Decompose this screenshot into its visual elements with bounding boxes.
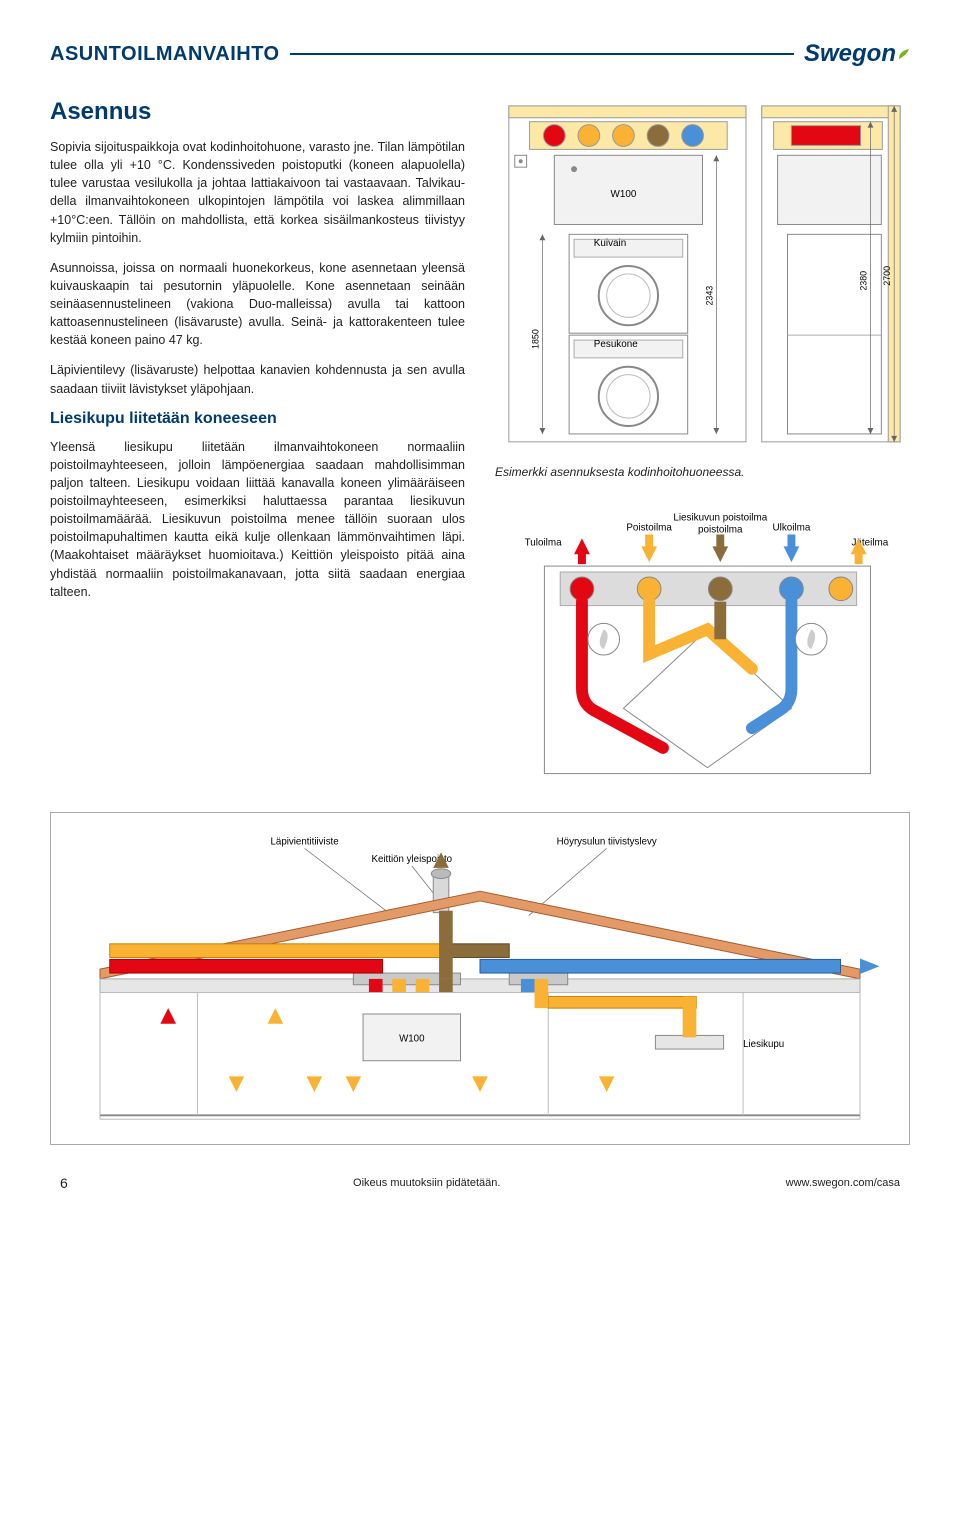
svg-text:W100: W100 xyxy=(399,1033,425,1044)
install-diagram: W100 Kuivain Pesukone 1850 xyxy=(495,98,910,454)
svg-text:Liesikupu: Liesikupu xyxy=(743,1039,784,1050)
svg-text:Liesikuvun poistoilma: Liesikuvun poistoilma xyxy=(673,512,767,523)
svg-text:2380: 2380 xyxy=(859,271,869,291)
svg-text:2700: 2700 xyxy=(882,266,892,286)
airflow-diagram: Tuloilma Poistoilma Liesikuvun poistoilm… xyxy=(495,491,910,787)
svg-text:Ulkoilma: Ulkoilma xyxy=(772,522,810,533)
svg-text:Tuloilma: Tuloilma xyxy=(525,537,562,548)
page-footer: 6 Oikeus muutoksiin pidätetään. www.sweg… xyxy=(50,1175,910,1191)
svg-text:Kuivain: Kuivain xyxy=(594,238,626,249)
swegon-logo: Swegon xyxy=(804,40,910,68)
svg-text:poistoilma: poistoilma xyxy=(698,524,743,535)
page-header: ASUNTOILMANVAIHTO Swegon xyxy=(50,40,910,68)
category-title: ASUNTOILMANVAIHTO xyxy=(50,43,280,66)
header-rule xyxy=(290,53,794,55)
svg-text:Läpivientitiiviste: Läpivientitiiviste xyxy=(271,837,339,848)
svg-text:Pesukone: Pesukone xyxy=(594,339,638,350)
para-1: Sopivia sijoituspaikkoja ovat kodinhoito… xyxy=(50,138,465,247)
svg-text:1850: 1850 xyxy=(530,329,540,349)
section-title-asennus: Asennus xyxy=(50,98,465,126)
svg-text:W100: W100 xyxy=(611,189,637,200)
para-3: Läpivientilevy (lisävaruste) helpottaa k… xyxy=(50,361,465,397)
footer-note: Oikeus muutoksiin pidätetään. xyxy=(353,1177,500,1189)
leaf-icon xyxy=(898,48,910,60)
footer-url: www.swegon.com/casa xyxy=(786,1177,900,1189)
roof-diagram-container: Läpivientitiiviste Keittiön yleispoisto … xyxy=(50,812,910,1145)
svg-text:Höyrysulun tiivistyslevy: Höyrysulun tiivistyslevy xyxy=(557,837,657,848)
svg-text:2343: 2343 xyxy=(704,286,714,306)
para-4: Yleensä liesikupu liitetään ilmanvaihtok… xyxy=(50,438,465,601)
install-caption: Esimerkki asennuksesta kodinhoitohuonees… xyxy=(495,465,910,479)
page-number: 6 xyxy=(60,1175,68,1191)
para-2: Asunnoissa, joissa on normaali huonekork… xyxy=(50,259,465,350)
roof-diagram: Läpivientitiiviste Keittiön yleispoisto … xyxy=(61,823,899,1135)
section-title-liesikupu: Liesikupu liitetään koneeseen xyxy=(50,410,465,428)
svg-text:Poistoilma: Poistoilma xyxy=(626,522,672,533)
